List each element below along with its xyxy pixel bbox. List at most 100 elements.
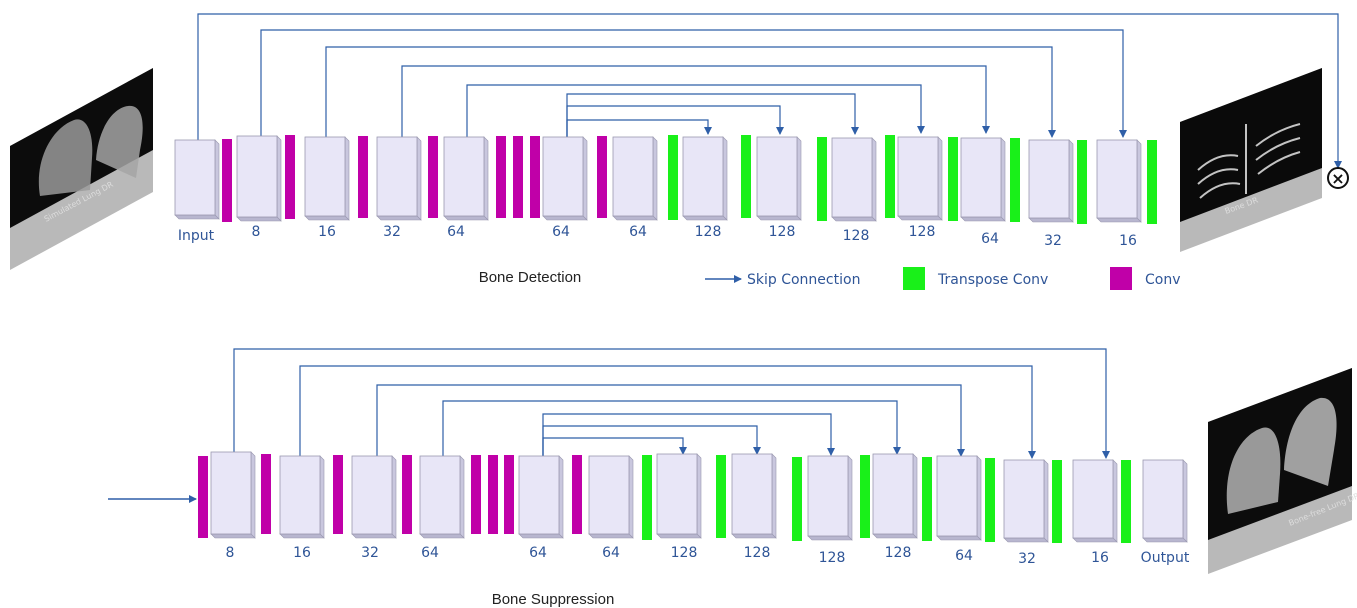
bottom-conv-layer: [488, 455, 498, 534]
bottom-conv-layer: [504, 455, 514, 534]
top-skip-connection: [566, 105, 784, 140]
bottom-skip-connections: [233, 348, 1110, 459]
legend-conv-swatch: [1110, 267, 1132, 290]
top-channel-label: 32: [1044, 233, 1062, 249]
bottom-channel-label: 8: [226, 545, 235, 561]
legend: Skip Connection Transpose Conv Conv: [705, 267, 1181, 290]
top-transpose-conv-layer: [668, 135, 678, 220]
bottom-skip-connection: [542, 413, 835, 456]
legend-skip-label: Skip Connection: [747, 272, 860, 288]
bottom-conv-layer: [333, 455, 343, 534]
top-channel-label: 16: [1119, 233, 1137, 249]
top-feature-block: [682, 136, 728, 221]
bottom-channel-label: 128: [671, 545, 698, 561]
bottom-conv-layer: [572, 455, 582, 534]
bottom-transpose-conv-layer: [860, 455, 870, 538]
bottom-feature-block: [1003, 459, 1049, 543]
bottom-channel-label: Output: [1141, 550, 1190, 566]
top-skip-connection: [466, 84, 925, 140]
top-transpose-conv-layer: [885, 135, 895, 218]
bottom-feature-block: [807, 455, 853, 541]
bottom-channel-label: 128: [819, 550, 846, 566]
bottom-channel-label: 16: [293, 545, 311, 561]
bottom-channel-label: 128: [744, 545, 771, 561]
bottom-skip-connection: [233, 348, 1110, 459]
bottom-transpose-conv-layer: [985, 458, 995, 542]
bottom-skip-connection: [542, 437, 687, 456]
bone-free-thumbnail: Bone-free Lung DR: [1208, 368, 1357, 574]
top-transpose-conv-layer: [1010, 138, 1020, 222]
top-transpose-conv-layer: [741, 135, 751, 218]
top-channel-label: 64: [552, 224, 570, 240]
top-transpose-conv-layer: [948, 137, 958, 221]
top-transpose-conv-layer: [1147, 140, 1157, 224]
legend-transpose-swatch: [903, 267, 925, 290]
bottom-skip-connection: [376, 384, 965, 457]
bottom-skip-connection: [299, 365, 1036, 459]
bottom-transpose-conv-layer: [922, 457, 932, 541]
top-skip-connection: [566, 93, 859, 140]
top-feature-block: [897, 136, 943, 221]
top-channel-label: 64: [629, 224, 647, 240]
top-conv-layer: [496, 136, 506, 218]
top-feature-block: [443, 136, 489, 221]
top-channel-label: 8: [252, 224, 261, 240]
bottom-skip-connection: [442, 400, 901, 456]
top-channel-label: 16: [318, 224, 336, 240]
top-skip-connection: [401, 65, 990, 140]
bottom-feature-block: [936, 455, 982, 541]
bottom-feature-block: [872, 453, 918, 539]
bottom-caption: Bone Suppression: [492, 591, 615, 608]
bottom-conv-layer: [198, 456, 208, 538]
bottom-channel-label: 64: [529, 545, 547, 561]
top-channel-label: 128: [695, 224, 722, 240]
top-skip-connections: [197, 13, 1342, 169]
top-feature-block: [756, 136, 802, 221]
top-network: Input 8 16 32 64 64 64 128 128 128 128 64 32 16: [174, 135, 1157, 249]
bottom-feature-block: [656, 453, 702, 539]
top-channel-label: Input: [178, 228, 215, 244]
input-xray-thumbnail: Simulated Lung DR: [10, 68, 153, 270]
top-feature-block: [1028, 139, 1074, 223]
top-feature-block: [542, 136, 588, 221]
bottom-channel-label: 64: [602, 545, 620, 561]
bottom-feature-block: [1072, 459, 1118, 543]
top-skip-connection: [325, 46, 1056, 140]
top-conv-layer: [597, 136, 607, 218]
top-channel-label: 128: [909, 224, 936, 240]
bottom-transpose-conv-layer: [716, 455, 726, 538]
multiply-symbol: ×: [1331, 169, 1344, 188]
bottom-transpose-conv-layer: [1121, 460, 1131, 543]
top-skip-connection: [260, 29, 1127, 140]
bottom-feature-block: [518, 455, 564, 539]
bottom-feature-block: [731, 453, 777, 539]
top-conv-layer: [428, 136, 438, 218]
top-conv-layer: [358, 136, 368, 218]
top-channel-label: 64: [981, 231, 999, 247]
top-caption: Bone Detection: [479, 269, 582, 286]
bottom-skip-connection: [542, 425, 761, 456]
top-feature-block: [376, 136, 422, 221]
bottom-feature-block: [1142, 459, 1188, 543]
bottom-network: 8 16 32 64 64 64 128 128 128 128 64 32 16 Output: [198, 451, 1190, 567]
bone-dr-thumbnail: Bone DR: [1180, 68, 1322, 252]
top-feature-block: [304, 136, 350, 221]
top-feature-block: [960, 137, 1006, 222]
bottom-conv-layer: [471, 455, 481, 534]
top-feature-block: [831, 137, 877, 222]
bottom-feature-block: [210, 451, 256, 539]
top-conv-layer: [530, 136, 540, 218]
top-feature-block: [174, 139, 220, 220]
top-feature-block: [1096, 139, 1142, 223]
bottom-conv-layer: [402, 455, 412, 534]
legend-conv-label: Conv: [1145, 272, 1181, 288]
top-channel-label: 128: [843, 228, 870, 244]
bottom-channel-label: 32: [1018, 551, 1036, 567]
bottom-channel-label: 64: [955, 548, 973, 564]
bottom-feature-block: [588, 455, 634, 539]
top-skip-connection: [197, 13, 1342, 169]
top-channel-label: 32: [383, 224, 401, 240]
bottom-channel-label: 32: [361, 545, 379, 561]
bottom-transpose-conv-layer: [1052, 460, 1062, 543]
